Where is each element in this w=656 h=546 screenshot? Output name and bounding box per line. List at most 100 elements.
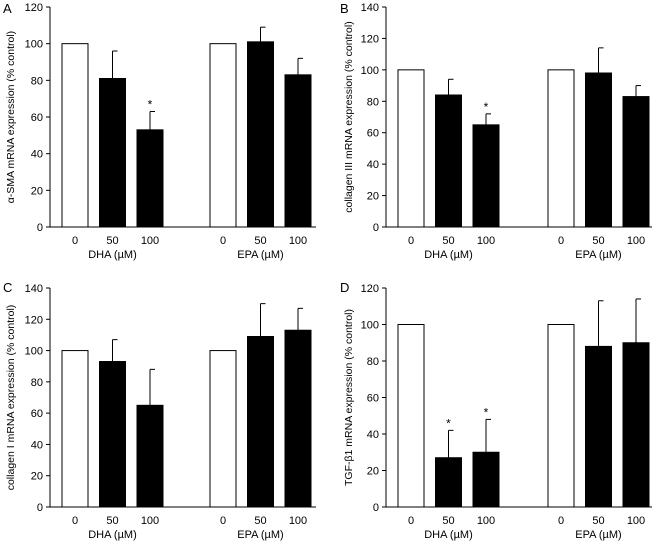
panel-a-y-tick-label: 0 [37, 222, 43, 234]
panel-a-bar-epa-0 [209, 43, 237, 228]
panel-a-x-tick-label: 50 [106, 235, 118, 247]
panel-b-x-tick-label: 50 [442, 235, 454, 247]
panel-d-y-tick-label: 60 [367, 393, 379, 405]
panel-c-y-tick-label: 20 [31, 471, 43, 483]
panel-c: C 0 20 40 60 80 100 120 140 collagen I mRNA expre… [3, 280, 316, 541]
panel-d-y-tick-label: 100 [361, 320, 379, 332]
panel-b-bar-epa-100 [622, 96, 650, 228]
panel-d-x-tick-label: 50 [592, 515, 604, 527]
panel-b-x-tick-label: 0 [558, 235, 564, 247]
panel-a: A 0 20 40 60 80 100 120 α-SMA mRNA expression (%… [3, 1, 316, 261]
panel-a-y-tick-label: 100 [25, 39, 43, 51]
panel-c-group-label-epa: EPA (µM) [237, 529, 283, 541]
panel-d: D 0 20 40 60 80 100 120 TGF-β1 mRNA expression (… [340, 280, 652, 541]
panel-d-x-tick-label: 0 [408, 515, 414, 527]
panel-d-bar-epa-50 [585, 345, 612, 508]
panel-b-bar-dha-100 [472, 124, 500, 228]
panel-a-x-tick-label: 100 [289, 235, 307, 247]
panel-c-y-tick-label: 120 [25, 314, 43, 326]
panel-b-x-tick-label: 50 [592, 235, 604, 247]
panel-c-bar-epa-0 [209, 350, 237, 508]
panel-a-y-tick-label: 60 [31, 112, 43, 124]
panel-c-bar-dha-0 [61, 350, 89, 508]
panel-c-y-axis-title: collagen I mRNA expression (% control) [5, 305, 17, 491]
panel-b-x-tick-label: 100 [477, 235, 495, 247]
panel-d-y-tick-label: 0 [373, 502, 379, 514]
panel-a-bar-epa-100 [284, 74, 312, 228]
panel-b-y-tick-label: 60 [367, 128, 379, 140]
panel-c-x-tick-label: 0 [220, 515, 226, 527]
panel-c-x-tick-label: 0 [72, 515, 78, 527]
panel-b-significance-marker: * [484, 100, 489, 114]
panel-b-y-tick-label: 140 [361, 2, 379, 14]
panel-b-y-tick-label: 100 [361, 65, 379, 77]
panel-d-x-tick-label: 100 [477, 515, 495, 527]
panel-a-y-axis-title: α-SMA mRNA expression (% control) [5, 31, 17, 203]
panel-d-y-tick-label: 40 [367, 429, 379, 441]
panel-b-y-tick-label: 40 [367, 159, 379, 171]
panel-d-bar-epa-0 [547, 324, 575, 508]
panel-b-x-tick-label: 0 [408, 235, 414, 247]
panel-a-bar-dha-100 [136, 129, 164, 228]
panel-c-x-tick-label: 100 [289, 515, 307, 527]
panel-a-bar-epa-50 [247, 41, 274, 228]
panel-c-bar-epa-50 [247, 335, 274, 508]
panel-c-y-tick-label: 80 [31, 377, 43, 389]
panel-c-letter: C [3, 280, 12, 295]
panel-b-y-tick-label: 20 [367, 191, 379, 203]
panel-b-x-tick-label: 100 [627, 235, 645, 247]
panel-c-y-tick-label: 100 [25, 346, 43, 358]
panel-a-x-tick-label: 0 [220, 235, 226, 247]
panel-d-bar-dha-100 [472, 451, 500, 508]
panel-c-bar-epa-100 [284, 329, 312, 508]
panel-b-group-label-dha: DHA (µM) [424, 249, 473, 261]
panel-b-bar-dha-50 [435, 94, 462, 228]
panel-c-bar-dha-100 [136, 404, 164, 508]
panel-c-y-tick-label: 60 [31, 408, 43, 420]
panel-b-y-axis-title: collagen III mRNA expression (% control) [343, 21, 355, 212]
panel-b-bar-epa-0 [547, 69, 575, 228]
panel-d-x-tick-label: 50 [442, 515, 454, 527]
panel-a-bar-dha-50 [99, 78, 126, 228]
panel-c-y-tick-label: 140 [25, 283, 43, 295]
panel-b-bar-dha-0 [397, 69, 425, 228]
panel-c-group-label-dha: DHA (µM) [88, 529, 137, 541]
panel-a-y-tick-label: 80 [31, 75, 43, 87]
panel-b-y-tick-label: 120 [361, 33, 379, 45]
panel-d-y-axis-title: TGF-β1 mRNA expression (% control) [343, 309, 355, 486]
panel-b-group-label-epa: EPA (µM) [575, 249, 621, 261]
panel-d-group-label-dha: DHA (µM) [424, 529, 473, 541]
panel-d-bar-dha-50 [435, 457, 462, 508]
panel-d-letter: D [340, 280, 349, 295]
panel-a-letter: A [3, 1, 12, 16]
panel-a-group-label-epa: EPA (µM) [237, 249, 283, 261]
panel-d-bar-epa-100 [622, 342, 650, 508]
panel-c-y-tick-label: 0 [37, 502, 43, 514]
panel-b-y-tick-label: 80 [367, 96, 379, 108]
panel-d-significance-marker: * [446, 416, 451, 430]
panel-a-y-tick-label: 20 [31, 185, 43, 197]
panel-c-x-tick-label: 50 [254, 515, 266, 527]
panel-c-x-tick-label: 100 [141, 515, 159, 527]
panel-d-x-tick-label: 100 [627, 515, 645, 527]
panel-d-y-tick-label: 80 [367, 356, 379, 368]
panel-d-bar-dha-0 [397, 324, 425, 508]
panel-a-y-tick-label: 40 [31, 149, 43, 161]
panel-d-y-tick-label: 120 [361, 283, 379, 295]
panel-b: B 0 20 40 60 80 100 120 140 collagen III mRNA exp… [340, 1, 652, 261]
panel-a-x-tick-label: 100 [141, 235, 159, 247]
panel-a-x-tick-label: 0 [72, 235, 78, 247]
panel-b-y-tick-label: 0 [373, 222, 379, 234]
panel-b-letter: B [340, 1, 349, 16]
panel-c-bar-dha-50 [99, 361, 126, 508]
panel-a-group-label-dha: DHA (µM) [88, 249, 137, 261]
panel-c-x-tick-label: 50 [106, 515, 118, 527]
panel-d-x-tick-label: 0 [558, 515, 564, 527]
panel-d-y-tick-label: 20 [367, 466, 379, 478]
panel-c-y-tick-label: 40 [31, 439, 43, 451]
panel-d-group-label-epa: EPA (µM) [575, 529, 621, 541]
panel-a-significance-marker: * [148, 98, 153, 112]
panel-a-y-tick-label: 120 [25, 2, 43, 14]
panel-a-bar-dha-0 [61, 43, 89, 228]
